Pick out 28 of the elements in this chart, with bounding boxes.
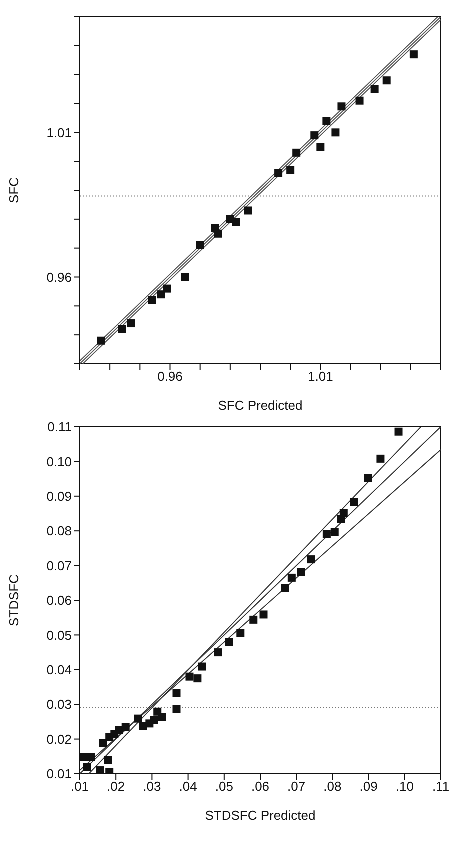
x-tick-label: .01 bbox=[70, 779, 90, 794]
y-tick-label: 0.04 bbox=[46, 662, 72, 678]
x-tick-label: .10 bbox=[396, 779, 414, 794]
x-tick-label: .03 bbox=[143, 779, 162, 794]
y-tick-label: 0.08 bbox=[46, 524, 72, 539]
y-tick-label: 0.02 bbox=[46, 732, 72, 747]
x-tick-label: .05 bbox=[215, 779, 234, 794]
y-tick-label: 0.06 bbox=[46, 593, 72, 608]
y-tick-label: 0.11 bbox=[48, 420, 72, 435]
x-tick-label: .07 bbox=[288, 779, 306, 794]
y-tick-label: 0.01 bbox=[46, 766, 72, 782]
y-tick-label: 0.05 bbox=[46, 628, 72, 643]
x-tick-label: .09 bbox=[360, 779, 378, 794]
y-tick-label: 0.96 bbox=[46, 270, 72, 285]
y-axis-title: SFC bbox=[6, 178, 22, 204]
x-tick-label: .11 bbox=[432, 779, 450, 794]
x-tick-label: .06 bbox=[251, 779, 270, 794]
x-axis-title: STDSFC Predicted bbox=[205, 808, 316, 823]
y-tick-label: 0.10 bbox=[46, 454, 72, 470]
y-tick-label: 1.01 bbox=[46, 125, 72, 140]
y-tick-label: 0.09 bbox=[46, 489, 72, 504]
x-tick-label: .08 bbox=[324, 779, 342, 794]
x-tick-label: .02 bbox=[107, 779, 126, 794]
x-axis-title: SFC Predicted bbox=[218, 398, 303, 413]
y-tick-label: 0.03 bbox=[46, 697, 72, 712]
y-tick-label: 0.07 bbox=[46, 558, 72, 574]
y-axis-title: STDSFC bbox=[6, 574, 22, 626]
x-tick-label: .04 bbox=[179, 779, 198, 794]
